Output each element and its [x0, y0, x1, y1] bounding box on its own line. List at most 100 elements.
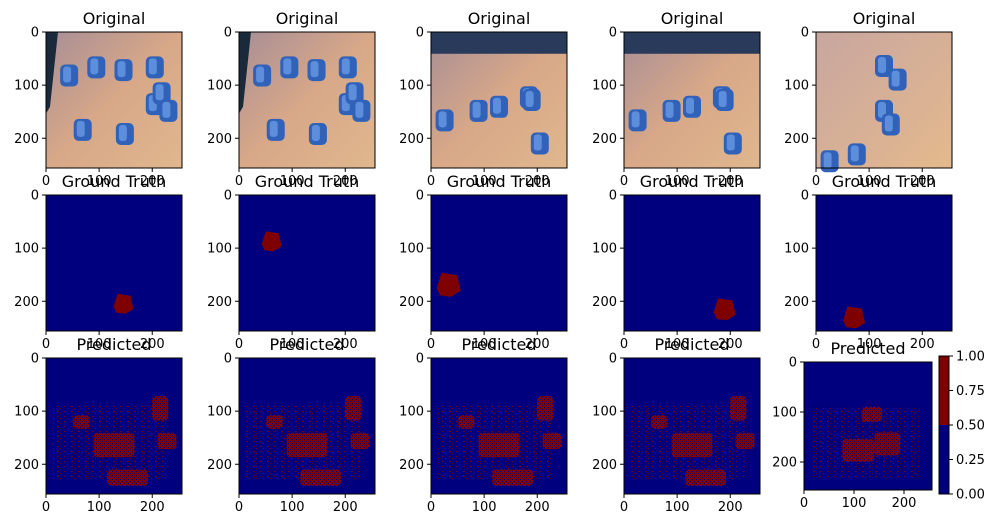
blue-fitting-highlight [341, 58, 350, 75]
panel-r1-c2: 0 0 100 100 200 200 Original [207, 9, 376, 189]
axes-frame [45, 194, 183, 332]
panel-r1-c4: 0 0 100 100 200 200 Original [592, 9, 761, 189]
blue-fitting-highlight [878, 57, 886, 73]
blue-fitting-highlight [493, 97, 501, 114]
colorbar-tick-label: 0.25 [956, 453, 985, 468]
axes-frame [430, 357, 568, 495]
y-tick-label: 200 [592, 132, 617, 147]
y-tick-label: 100 [592, 79, 617, 94]
y-tick-label: 0 [801, 26, 809, 41]
y-tick-label: 100 [784, 242, 809, 257]
x-tick-label: 100 [87, 174, 112, 189]
x-tick-label: 100 [857, 174, 882, 189]
x-tick-label: 200 [525, 337, 550, 352]
blue-fitting-highlight [348, 84, 357, 101]
predicted-region [842, 438, 875, 462]
x-tick-label: 100 [472, 174, 497, 189]
ground-truth-mask [843, 306, 866, 329]
blue-fitting-highlight [878, 101, 886, 118]
axes-frame [45, 31, 183, 169]
axes-frame [815, 194, 953, 332]
panel-title: Predicted [76, 335, 151, 354]
blue-fitting-highlight [63, 66, 72, 83]
blue-fitting-highlight [155, 84, 164, 101]
y-tick-label: 0 [609, 26, 617, 41]
blue-fitting-highlight [310, 61, 319, 78]
x-tick-label: 0 [427, 500, 435, 515]
blue-fitting-highlight [355, 101, 364, 118]
y-tick-label: 200 [207, 295, 232, 310]
x-tick-label: 200 [333, 500, 358, 515]
blue-fitting-highlight [283, 58, 292, 75]
colorbar-tick-label: 0.50 [956, 419, 985, 434]
mask-background [431, 195, 567, 331]
blue-fitting-highlight [823, 152, 832, 169]
x-tick-label: 200 [525, 174, 550, 189]
axes-frame [430, 31, 568, 169]
y-tick-label: 0 [224, 352, 232, 367]
mask-background [624, 195, 760, 331]
blue-fitting-highlight [686, 97, 694, 114]
predicted-region [300, 469, 341, 486]
x-tick-label: 100 [472, 500, 497, 515]
blue-fitting-highlight [269, 120, 278, 137]
blue-fitting-highlight [665, 101, 674, 118]
y-tick-label: 200 [14, 295, 39, 310]
blue-fitting-highlight [718, 91, 727, 107]
x-tick-label: 0 [42, 500, 50, 515]
blue-fitting-highlight [117, 61, 126, 78]
x-tick-label: 100 [280, 337, 305, 352]
panel-title: Original [853, 9, 916, 28]
x-tick-label: 100 [87, 337, 112, 352]
axes-frame [623, 31, 761, 169]
axes-frame [430, 194, 568, 332]
blue-fitting-highlight [76, 120, 85, 137]
x-tick-label: 200 [140, 174, 165, 189]
predicted-region [537, 396, 554, 421]
y-tick-label: 0 [224, 189, 232, 204]
x-tick-label: 100 [280, 500, 305, 515]
x-tick-label: 0 [812, 337, 820, 352]
panel-r1-c5: 0 0 100 100 200 200 Original [784, 9, 953, 189]
predicted-region [73, 415, 90, 429]
y-tick-label: 100 [592, 242, 617, 257]
panel-r1-c3: 0 0 100 100 200 200 Original [399, 9, 568, 189]
predicted-region [350, 432, 370, 450]
y-tick-label: 100 [399, 242, 424, 257]
blue-fitting-highlight [256, 66, 265, 83]
mask-background [816, 195, 952, 331]
x-tick-label: 0 [620, 500, 628, 515]
y-tick-label: 200 [784, 132, 809, 147]
y-tick-label: 200 [399, 295, 424, 310]
x-tick-label: 200 [910, 337, 935, 352]
y-tick-label: 200 [399, 458, 424, 473]
y-tick-label: 200 [14, 132, 39, 147]
y-tick-label: 100 [207, 79, 232, 94]
predicted-region [107, 469, 148, 486]
y-tick-label: 100 [14, 405, 39, 420]
axes-frame [623, 194, 761, 332]
blue-fitting-highlight [533, 134, 542, 151]
panel-title: Ground Truth [255, 172, 360, 191]
x-tick-label: 0 [620, 337, 628, 352]
y-tick-label: 100 [399, 79, 424, 94]
y-tick-label: 200 [14, 458, 39, 473]
y-tick-label: 200 [207, 458, 232, 473]
y-tick-label: 100 [399, 405, 424, 420]
predicted-region [458, 415, 475, 429]
axes-frame [815, 31, 953, 169]
predicted-region [671, 432, 713, 458]
colorbar: 0.00 0.25 0.50 0.75 1.00 [938, 350, 985, 503]
predicted-region [478, 432, 520, 458]
x-tick-label: 0 [800, 496, 808, 511]
x-tick-label: 200 [140, 500, 165, 515]
y-tick-label: 0 [224, 26, 232, 41]
ground-truth-mask [261, 231, 282, 252]
predicted-region [93, 432, 135, 458]
predicted-region [735, 432, 755, 450]
dark-top-edge [431, 32, 567, 54]
